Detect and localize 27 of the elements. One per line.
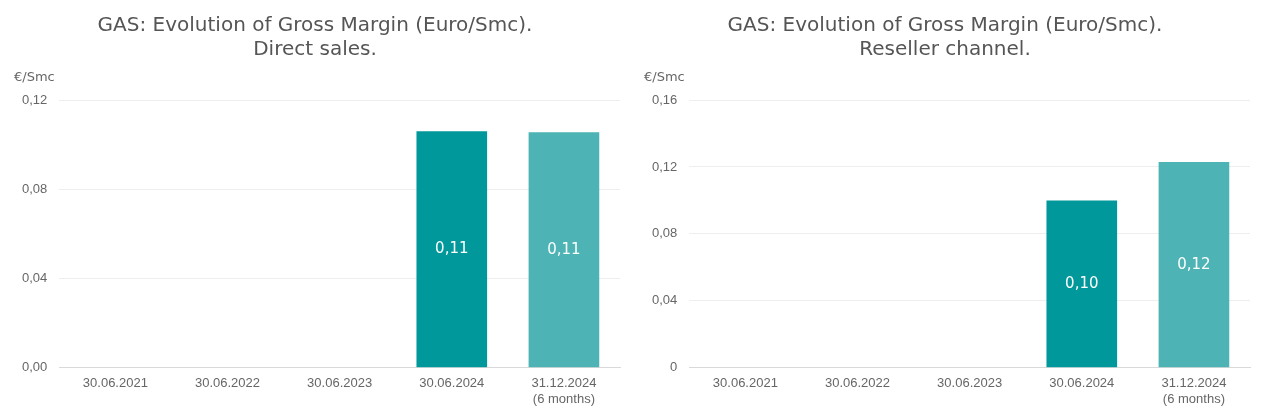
x-tick-label: 30.06.2024	[419, 375, 485, 391]
y-tick-label: 0,16	[651, 91, 678, 107]
data-label: 0,12	[1177, 254, 1211, 273]
y-tick-label: 0	[670, 359, 678, 375]
y-tick-label: 0,04	[651, 292, 678, 308]
y-tick-label: 0,08	[21, 180, 48, 196]
data-label: 0,10	[1065, 273, 1099, 292]
x-tick-label: 30.06.2024	[1049, 375, 1115, 391]
chart-title: GAS: Evolution of Gross Margin (Euro/Smc). Reseller channel.	[727, 12, 1163, 61]
x-tick-label: 30.06.2021	[712, 375, 778, 391]
chart-title: GAS: Evolution of Gross Margin (Euro/Smc). Direct sales.	[97, 12, 533, 61]
y-tick-label: 0,04	[21, 270, 48, 286]
x-tick-label: 30.06.2022	[824, 375, 891, 391]
x-tick-label: 30.06.2023	[307, 375, 373, 391]
y-tick-label: 0,08	[651, 225, 678, 241]
y-axis-title: €/Smc	[14, 68, 55, 84]
y-tick-label: 0,12	[651, 158, 678, 174]
y-axis-title: €/Smc	[644, 68, 685, 84]
x-tick-label: 30.06.2021	[82, 375, 148, 391]
y-tick-label: 0,12	[21, 91, 48, 107]
x-tick-label: 30.06.2023	[937, 375, 1003, 391]
data-label: 0,11	[435, 239, 469, 258]
x-tick-label: 31.12.2024 (6 months)	[1161, 375, 1227, 406]
y-tick-label: 0,00	[21, 359, 48, 375]
data-label: 0,11	[547, 239, 581, 258]
x-tick-label: 31.12.2024 (6 months)	[531, 375, 597, 406]
x-tick-label: 30.06.2022	[194, 375, 261, 391]
